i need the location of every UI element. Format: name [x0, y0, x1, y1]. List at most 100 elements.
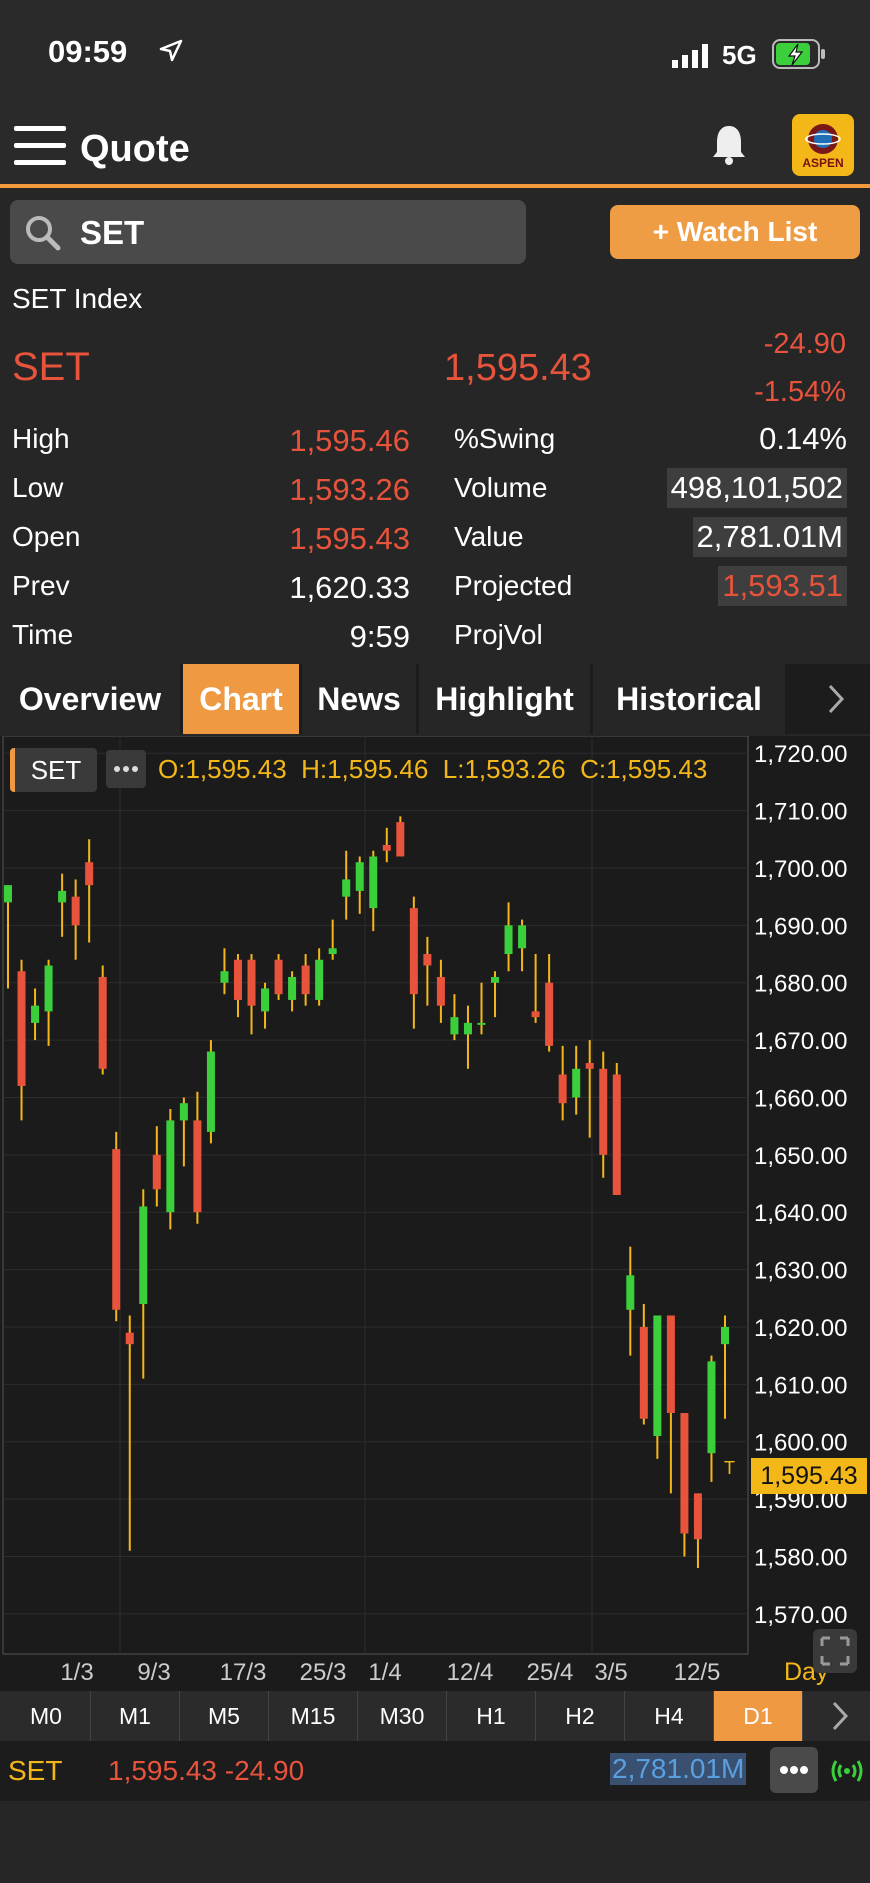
candle-body — [436, 976, 445, 1006]
candle-body — [17, 971, 26, 1086]
candle-body — [288, 976, 297, 1000]
candle-body — [545, 982, 554, 1046]
tab-news[interactable]: News — [302, 664, 416, 734]
y-tick-label: 1,580.00 — [754, 1544, 847, 1571]
y-tick-label: 1,630.00 — [754, 1258, 847, 1285]
y-tick-label: 1,670.00 — [754, 1028, 847, 1055]
more-dots-icon — [114, 766, 138, 772]
y-tick-label: 1,620.00 — [754, 1315, 847, 1342]
stat-value: 1,593.51 — [718, 566, 847, 606]
y-tick-label: 1,650.00 — [754, 1143, 847, 1170]
timeframe-h4[interactable]: H4 — [625, 1691, 714, 1741]
candle-body — [382, 845, 391, 851]
tab-chart[interactable]: Chart — [183, 664, 299, 734]
ticker-more-button[interactable] — [770, 1747, 818, 1793]
stat-label: Low — [12, 472, 64, 503]
timeframe-m1[interactable]: M1 — [91, 1691, 180, 1741]
status-bar: 09:59 5G — [0, 0, 870, 110]
x-tick-label: 25/4 — [527, 1659, 574, 1686]
page-title: Quote — [80, 128, 190, 170]
battery-charging-icon — [772, 39, 825, 69]
timeframe-m15[interactable]: M15 — [269, 1691, 358, 1741]
timeframe-m0[interactable]: M0 — [2, 1691, 91, 1741]
candle-body — [206, 1051, 215, 1132]
candle-body — [85, 862, 94, 886]
timeframe-m30[interactable]: M30 — [358, 1691, 447, 1741]
candle-body — [504, 925, 513, 955]
chevron-right-icon[interactable] — [826, 684, 846, 714]
candle-body — [599, 1068, 608, 1155]
candle-body — [666, 1315, 675, 1414]
candle-body — [423, 954, 432, 966]
price-change-pct: -1.54% — [754, 376, 846, 408]
ticker-bar: SET 1,595.43 -24.90 2,781.01M — [0, 1741, 870, 1801]
chevron-right-icon[interactable] — [830, 1701, 850, 1731]
location-arrow-icon — [159, 39, 183, 62]
candle-body — [558, 1074, 567, 1104]
x-tick-label: 9/3 — [137, 1659, 170, 1686]
chart-symbol-tag[interactable]: SET — [10, 748, 97, 792]
candlestick-chart[interactable]: 1,720.00 1,710.00 1,700.00 1,690.00 1,680.00… — [0, 736, 870, 1691]
ticker-symbol[interactable]: SET — [8, 1755, 63, 1786]
candle-body — [477, 1022, 486, 1025]
candle-body — [233, 959, 242, 1000]
stat-label: Projected — [454, 570, 573, 601]
timeframe-h1[interactable]: H1 — [447, 1691, 536, 1741]
ohlc-readout: O:1,595.43 H:1,595.46 L:1,593.26 C:1,595… — [158, 754, 708, 784]
candle-body — [139, 1206, 148, 1305]
candle-body — [409, 908, 418, 995]
candle-body — [369, 856, 378, 909]
aspen-logo[interactable]: ASPEN — [792, 114, 854, 176]
candle-body — [585, 1063, 594, 1069]
symbol-search-input[interactable]: SET — [10, 200, 526, 264]
stat-label: Open — [12, 521, 81, 552]
price-chart[interactable]: 1,720.00 1,710.00 1,700.00 1,690.00 1,680.00… — [0, 736, 870, 1691]
stat-value: 1,595.46 — [289, 423, 410, 458]
timeframe-d1[interactable]: D1 — [714, 1691, 803, 1741]
index-name: SET Index — [12, 283, 143, 314]
candle-body — [707, 1361, 716, 1454]
candle-body — [653, 1315, 662, 1436]
candle-body — [166, 1120, 175, 1213]
add-watchlist-button[interactable]: + Watch List — [610, 205, 860, 259]
current-price-marker: 1,595.43 — [751, 1458, 867, 1494]
x-tick-label: 17/3 — [220, 1659, 267, 1686]
candle-body — [342, 879, 351, 897]
candle-body — [612, 1074, 621, 1195]
candle-body — [491, 976, 500, 983]
tab-highlight[interactable]: Highlight — [419, 664, 590, 734]
candle-body — [179, 1103, 188, 1121]
last-price: 1,595.43 — [444, 347, 592, 389]
candle-body — [152, 1154, 161, 1190]
stat-label: ProjVol — [454, 619, 543, 650]
candle-body — [680, 1413, 689, 1534]
x-tick-label: 3/5 — [594, 1659, 627, 1686]
stat-value: 498,101,502 — [666, 468, 847, 508]
timeframe-bar: M0 M1 M5 M15 M30 H1 H2 H4 D1 — [0, 1691, 870, 1741]
stat-label: %Swing — [454, 423, 556, 454]
logo-text: ASPEN — [802, 156, 844, 170]
bell-icon[interactable] — [710, 122, 748, 166]
expand-icon[interactable] — [812, 1628, 858, 1674]
stat-value: 1,620.33 — [289, 570, 410, 605]
x-tick-label: 1/4 — [368, 1659, 401, 1686]
candle-body — [193, 1120, 202, 1213]
app-header: Quote ASPEN — [0, 110, 870, 188]
candle-body — [315, 959, 324, 1000]
quote-tabs: Overview Chart News Highlight Historical — [0, 664, 870, 734]
candle-body — [463, 1022, 472, 1035]
x-tick-label: 25/3 — [300, 1659, 347, 1686]
candle-body — [639, 1326, 648, 1419]
tab-historical[interactable]: Historical — [593, 664, 785, 734]
y-tick-label: 1,720.00 — [754, 741, 847, 768]
timeframe-h2[interactable]: H2 — [536, 1691, 625, 1741]
y-tick-label: 1,700.00 — [754, 856, 847, 883]
chart-options-button[interactable] — [106, 750, 146, 788]
x-tick-label: 1/3 — [60, 1659, 93, 1686]
hamburger-menu-icon[interactable] — [14, 124, 66, 168]
y-tick-label: 1,600.00 — [754, 1430, 847, 1457]
timeframe-m5[interactable]: M5 — [180, 1691, 269, 1741]
network-type: 5G — [722, 40, 757, 70]
stat-value: 2,781.01M — [692, 517, 847, 557]
tab-overview[interactable]: Overview — [0, 664, 180, 734]
